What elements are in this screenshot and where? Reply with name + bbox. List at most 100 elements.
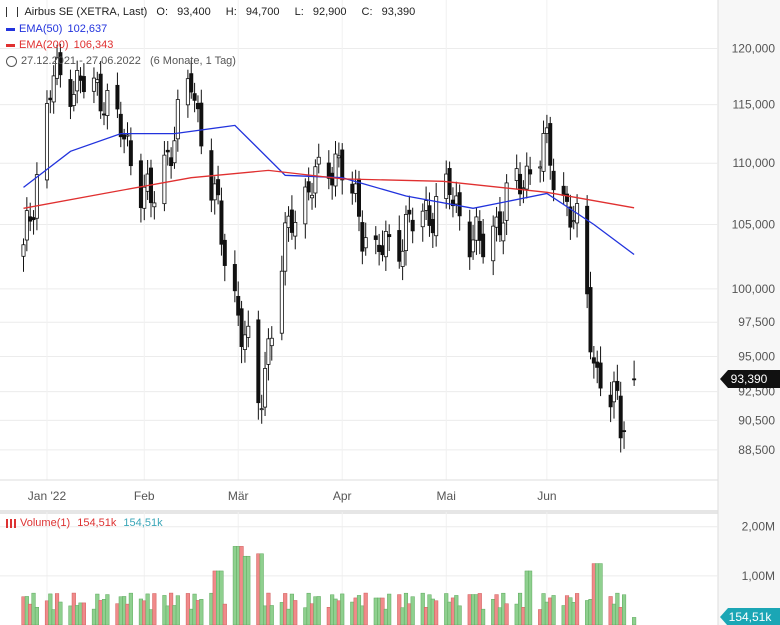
volume-bar	[24, 596, 29, 625]
candle-body	[585, 205, 590, 295]
last-price-label: 93,390	[731, 372, 768, 386]
candle-body	[212, 183, 217, 201]
candle-body	[501, 222, 506, 242]
volume-bar	[571, 602, 576, 625]
candle-body	[48, 97, 53, 101]
volume-bar	[326, 607, 331, 625]
candle-body	[242, 334, 247, 350]
candle-body	[561, 185, 566, 196]
candle-body	[169, 157, 174, 167]
candle-body	[491, 225, 496, 262]
volume-bar	[350, 601, 355, 625]
volume-bar	[48, 593, 53, 625]
time-axis[interactable]: Jan '22 Feb Mär Apr Mai Jun	[28, 489, 557, 503]
volume-bar	[71, 592, 76, 625]
candle-body	[293, 222, 298, 237]
candle-body	[313, 166, 318, 194]
candle-body	[434, 196, 439, 237]
candle-body	[81, 76, 86, 93]
candle-body	[551, 170, 556, 191]
volume-bar	[148, 609, 154, 625]
date-range-legend[interactable]: 27.12.2021 - 27.06.2022 (6 Monate, 1 Tag…	[6, 54, 236, 68]
volume-bar	[407, 603, 412, 625]
chart-type-icon[interactable]	[6, 7, 18, 18]
candle-body	[145, 173, 150, 192]
candle-body	[192, 93, 197, 101]
price-tick-label: 95,000	[738, 349, 775, 363]
candle-body	[611, 381, 616, 403]
candle-body	[303, 186, 308, 225]
volume-bar	[209, 592, 214, 625]
volume-bar	[544, 601, 549, 625]
volume-bar	[172, 605, 177, 625]
volume-bar	[400, 607, 405, 625]
candle-body	[380, 245, 385, 256]
ema50-label: EMA(50)	[19, 23, 63, 35]
candle-body	[568, 206, 573, 228]
candle-body	[622, 430, 627, 433]
candle-body	[353, 183, 358, 194]
candle-body	[477, 220, 482, 241]
volume-bar	[568, 597, 573, 625]
volume-bar	[185, 593, 190, 625]
candle-body	[494, 216, 499, 228]
volume-tick-label: 2,00M	[742, 520, 775, 534]
volume-bar	[68, 605, 73, 625]
candle-body	[138, 160, 143, 209]
volume-legend[interactable]: Volume(1) 154,51k 154,51k	[6, 516, 163, 530]
ema50-legend[interactable]: EMA(50) 102,637	[6, 22, 107, 36]
candle-body	[259, 408, 264, 411]
volume-bar	[363, 592, 368, 625]
volume-bar	[195, 600, 201, 625]
volume-bar	[377, 597, 382, 625]
candle-body	[481, 233, 486, 258]
last-price-marker	[720, 369, 780, 388]
price-axis[interactable]: 120,000 115,000 110,000 105,000 100,000 97,50…	[720, 42, 780, 457]
candle-body	[236, 295, 241, 316]
ema200-legend[interactable]: EMA(200) 106,343	[6, 38, 113, 52]
candle-body	[289, 209, 294, 233]
volume-bar	[98, 600, 103, 625]
volume-bars[interactable]	[21, 546, 637, 625]
volume-bar	[340, 593, 345, 625]
volume-bar	[383, 608, 388, 625]
volume-bar	[514, 603, 519, 625]
volume-bar	[564, 595, 570, 625]
volume-bar	[269, 605, 274, 625]
candle-body	[199, 102, 204, 147]
candle-body	[256, 319, 261, 404]
candle-body	[471, 239, 476, 253]
volume-bar	[306, 592, 311, 625]
volume-bar	[632, 617, 637, 625]
volume-bar	[192, 593, 197, 625]
volume-bar	[585, 600, 590, 625]
last-volume-marker	[720, 608, 780, 625]
instrument-name[interactable]: Airbus SE (XETRA, Last)	[24, 6, 148, 18]
price-legend: Airbus SE (XETRA, Last) O: 93,400 H: 94,…	[6, 5, 427, 19]
candle-body	[528, 169, 533, 175]
volume-value-red: 154,51k	[77, 517, 117, 529]
candle-body	[44, 103, 49, 181]
candle-body	[521, 187, 526, 190]
low-label: L:	[294, 6, 304, 18]
candle-body	[340, 149, 345, 181]
volume-bar	[246, 555, 251, 625]
volume-bar	[125, 603, 130, 625]
volume-bar	[313, 596, 318, 625]
volume-bar	[444, 593, 449, 625]
volume-bar	[199, 599, 204, 625]
time-tick-label: Jun	[537, 489, 556, 503]
volume-bar	[521, 607, 526, 625]
candle-body	[618, 395, 623, 439]
candle-body	[400, 250, 405, 267]
candle-body	[91, 77, 96, 92]
last-volume-label: 154,51k	[729, 610, 773, 624]
volume-bar	[333, 598, 338, 625]
volume-bar	[541, 593, 546, 625]
volume-bar	[373, 597, 378, 625]
volume-bar	[293, 600, 298, 625]
candle-body	[58, 52, 63, 76]
volume-bar	[128, 592, 133, 625]
